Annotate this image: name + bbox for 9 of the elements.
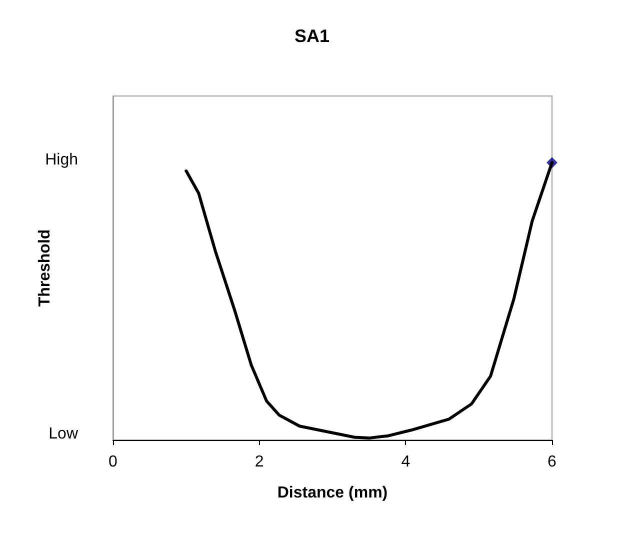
- y-axis-title: Threshold: [36, 229, 54, 307]
- x-tick-label: 2: [254, 454, 264, 470]
- x-tick-label: 0: [108, 454, 118, 470]
- chart-title: SA1: [294, 26, 330, 46]
- text: High: [45, 152, 78, 168]
- x-tick-label: 6: [548, 454, 557, 470]
- x-tick-label: 4: [401, 454, 410, 470]
- text: Low: [48, 426, 78, 442]
- x-axis-title: Distance (mm): [277, 484, 388, 502]
